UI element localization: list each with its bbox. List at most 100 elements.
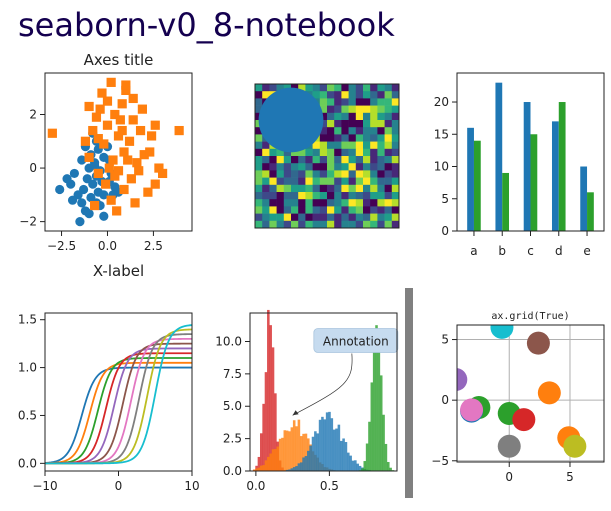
image-cell (355, 120, 364, 128)
annotation-arrow (292, 353, 353, 416)
image-cell (276, 213, 285, 222)
image-cell (355, 163, 364, 171)
image-cell (327, 112, 335, 121)
image-cell (370, 177, 378, 186)
image-cell (276, 199, 285, 207)
scatter-point-square (135, 125, 146, 136)
image-cell (363, 170, 371, 178)
image-cell (384, 213, 393, 222)
image-cell (319, 206, 328, 214)
image-cell (269, 170, 277, 178)
image-cell (319, 184, 328, 193)
image-cell (384, 170, 393, 178)
image-cell (327, 213, 335, 222)
image-cell (341, 84, 349, 92)
image-cell (341, 170, 349, 178)
y-tick-label: 2 (29, 108, 37, 122)
image-cell (283, 177, 292, 186)
image-cell (370, 184, 378, 193)
y-tick-label: −5 (431, 454, 449, 468)
image-cell (363, 141, 371, 150)
image-cell (384, 148, 393, 157)
histogram-bar (264, 372, 268, 471)
image-cell (327, 177, 335, 186)
image-cell (334, 127, 342, 135)
grid-scatter-point (537, 381, 561, 405)
histogram-bar (299, 462, 303, 471)
image-cell (262, 213, 270, 222)
image-cell (305, 170, 313, 178)
image-cell (283, 199, 292, 207)
image-cell (255, 206, 263, 214)
image-cell (327, 220, 335, 229)
sigmoid-plot-area (45, 324, 192, 465)
image-cell (312, 163, 321, 171)
image-cell (262, 206, 270, 214)
image-cell (384, 134, 393, 142)
image-cell (276, 163, 285, 171)
image-cell (341, 127, 349, 135)
histogram-bar (363, 461, 367, 471)
image-cell (291, 206, 299, 214)
image-circle-overlay (258, 87, 324, 153)
scatter-point-square (93, 134, 103, 144)
scatter-point-square (117, 125, 127, 136)
histogram-bar (292, 420, 296, 471)
image-cell (384, 156, 393, 164)
image-cell (363, 134, 371, 142)
image-cell (262, 141, 270, 150)
image-cell (348, 141, 357, 150)
image-cell (298, 220, 306, 229)
image-cell (283, 148, 292, 157)
image-cell (348, 148, 357, 157)
image-cell (305, 163, 313, 171)
histogram-bar (271, 449, 275, 471)
x-axis-label: X-label (93, 262, 144, 280)
image-cell (341, 220, 349, 229)
histogram-bar (281, 437, 284, 471)
image-cell (319, 98, 328, 106)
y-tick-label: 5 (441, 333, 449, 347)
image-cell (363, 213, 371, 222)
image-cell (391, 91, 400, 99)
histogram-bar (285, 469, 289, 471)
image-cell (377, 84, 385, 92)
histogram-bar (372, 341, 376, 471)
histogram-bar (276, 446, 280, 471)
y-tick-label: 5 (441, 192, 449, 206)
image-cell (348, 105, 357, 114)
image-cell (377, 112, 385, 121)
image-cell (334, 206, 342, 214)
image-cell (384, 141, 393, 150)
image-cell (334, 134, 342, 142)
image-cell (262, 84, 270, 92)
image-cell (298, 206, 306, 214)
bar (580, 166, 588, 231)
image-cell (384, 184, 393, 193)
scatter-point-square (139, 150, 149, 160)
image-cell (319, 213, 328, 222)
x-tick-label: 0.0 (98, 239, 117, 253)
image-cell (312, 184, 321, 193)
grid-scatter-point (526, 331, 550, 355)
image-cell (355, 91, 364, 99)
y-tick-label: 5.0 (223, 399, 242, 413)
histogram-bar (379, 375, 383, 471)
image-cell (255, 134, 263, 142)
image-cell (298, 156, 306, 164)
image-cell (291, 192, 299, 200)
image-cell (319, 84, 328, 92)
histogram-bar (375, 325, 378, 471)
image-cell (341, 112, 349, 121)
grid-scatter-point (497, 434, 521, 458)
image-cell (334, 112, 342, 121)
scatter-point-circle (88, 179, 98, 189)
image-cell (283, 163, 292, 171)
image-cell (377, 163, 385, 171)
image-cell (269, 84, 277, 92)
image-cell (327, 105, 335, 114)
scatter-point-square (104, 163, 114, 173)
image-cell (377, 156, 385, 164)
scatter-point-square (124, 136, 135, 146)
image-cell (391, 120, 400, 128)
